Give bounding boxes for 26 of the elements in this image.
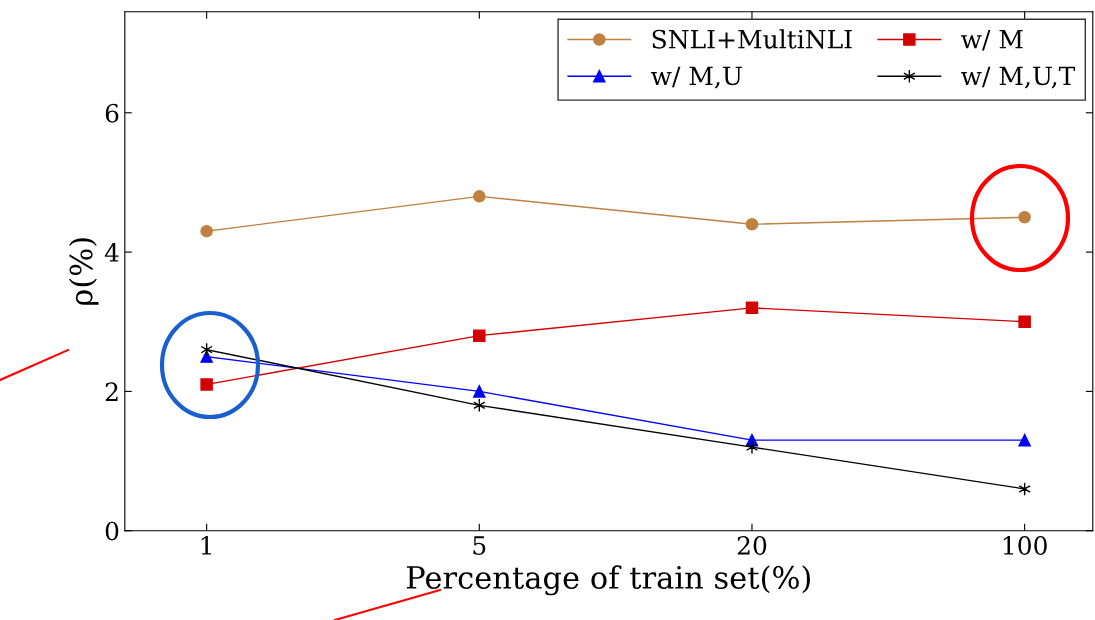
y-tick-label: 2: [105, 382, 118, 401]
x-tick-label: 1: [201, 536, 212, 555]
point: [745, 217, 759, 231]
x-tick-label: 100: [1003, 536, 1047, 555]
legend-label: w/ M,U,T: [960, 66, 1076, 89]
y-tick-label: 0: [105, 521, 119, 541]
legend-label: w/ M,U: [650, 66, 742, 89]
y-tick-label: 6: [105, 103, 119, 123]
point: [473, 190, 486, 203]
point: [200, 378, 213, 391]
y-axis-title: ρ(%): [68, 238, 99, 305]
y-tick-label: 4: [104, 243, 119, 262]
point: [745, 440, 759, 455]
point: [200, 224, 213, 238]
legend-label: SNLI+MultiNLI: [652, 29, 852, 49]
point: [473, 385, 486, 398]
x-axis-title: Percentage of train set(%): [406, 565, 810, 596]
point: [473, 329, 486, 342]
point: [745, 301, 759, 315]
point: [200, 350, 213, 363]
point: [1018, 433, 1031, 447]
point: [1018, 211, 1031, 224]
legend-label: w/ M: [960, 30, 1023, 51]
x-tick-label: 20: [737, 536, 767, 555]
x-tick-label: 5: [473, 536, 486, 555]
point: [1018, 315, 1031, 329]
